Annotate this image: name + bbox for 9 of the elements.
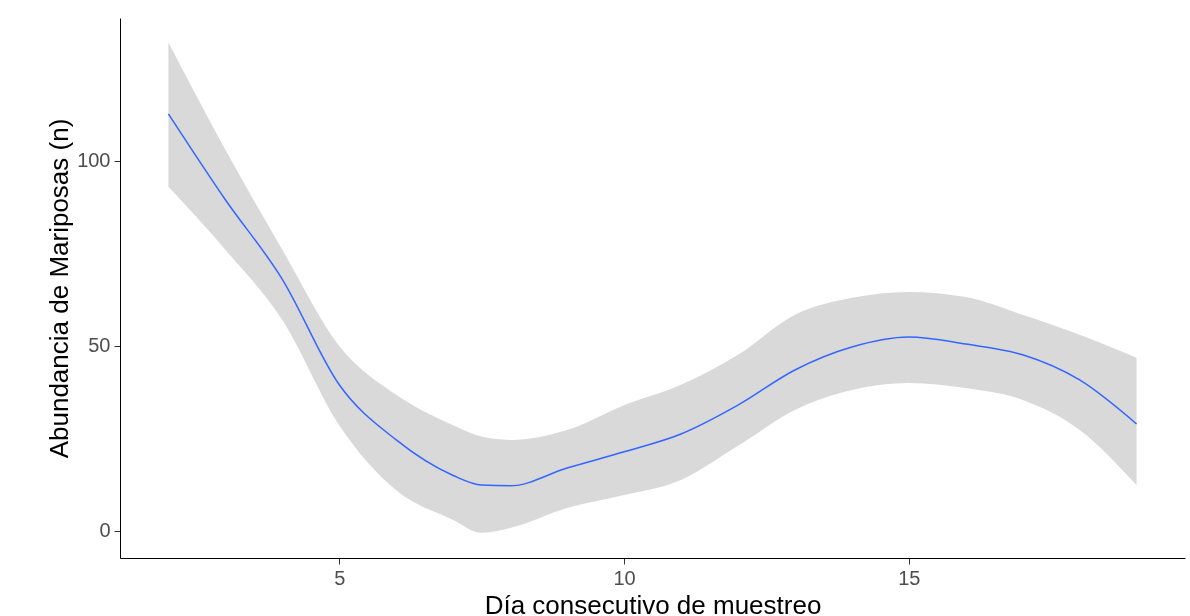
line-series [167, 113, 1138, 487]
y-tick-label: 50 [88, 334, 111, 357]
x-tick-label: 15 [898, 566, 921, 589]
y-axis-title: Abundancia de Mariposas (n) [44, 118, 75, 459]
x-tick-label: 10 [613, 566, 636, 589]
x-tick-label: 5 [334, 566, 346, 589]
x-axis-title: Día consecutivo de muestreo [484, 589, 822, 616]
y-tick-label: 100 [77, 149, 111, 172]
y-tick-label: 0 [99, 519, 111, 542]
